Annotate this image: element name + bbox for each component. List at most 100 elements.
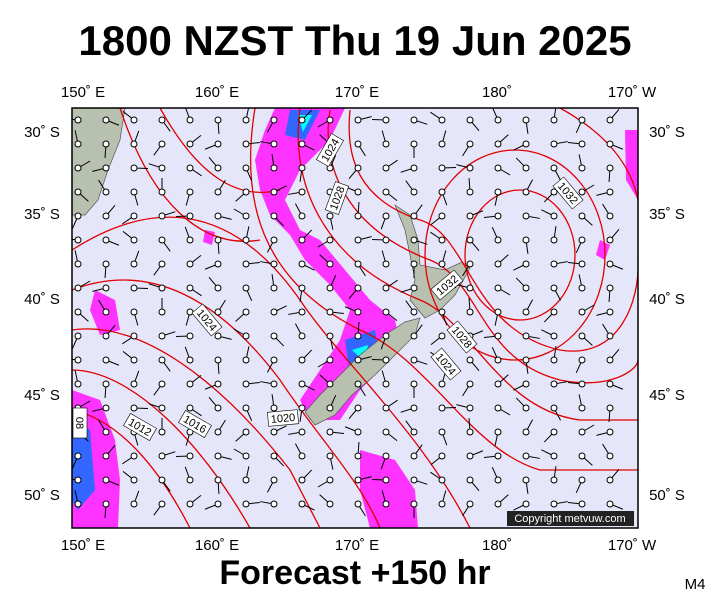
barb-station bbox=[467, 357, 473, 363]
barb-station bbox=[523, 237, 529, 243]
barb-station bbox=[103, 261, 109, 267]
barb-station bbox=[75, 309, 81, 315]
barb-station bbox=[579, 285, 585, 291]
barb-station bbox=[355, 333, 361, 339]
barb-station bbox=[103, 477, 109, 483]
barb-station bbox=[103, 117, 109, 123]
barb-station bbox=[495, 213, 501, 219]
barb-station bbox=[187, 501, 193, 507]
barb-station bbox=[75, 381, 81, 387]
barb-station bbox=[215, 309, 221, 315]
barb-station bbox=[495, 501, 501, 507]
barb-station bbox=[579, 429, 585, 435]
barb-station bbox=[411, 357, 417, 363]
barb-station bbox=[467, 117, 473, 123]
barb-station bbox=[439, 141, 445, 147]
barb-station bbox=[551, 309, 557, 315]
barb-station bbox=[551, 333, 557, 339]
barb-station bbox=[131, 285, 137, 291]
barb-station bbox=[355, 309, 361, 315]
barb-station bbox=[271, 501, 277, 507]
barb-station bbox=[327, 357, 333, 363]
barb-station bbox=[131, 453, 137, 459]
barb-station bbox=[103, 381, 109, 387]
barb-station bbox=[75, 189, 81, 195]
barb-station bbox=[523, 429, 529, 435]
barb-station bbox=[299, 285, 305, 291]
barb-station bbox=[187, 453, 193, 459]
barb-station bbox=[551, 357, 557, 363]
barb-station bbox=[383, 213, 389, 219]
barb-station bbox=[579, 309, 585, 315]
barb-station bbox=[467, 141, 473, 147]
barb-station bbox=[495, 285, 501, 291]
lon-label-bottom: 150˚ E bbox=[61, 537, 105, 554]
barb-station bbox=[75, 477, 81, 483]
barb-station bbox=[495, 333, 501, 339]
barb-station bbox=[187, 285, 193, 291]
barb-station bbox=[243, 309, 249, 315]
barb-station bbox=[411, 285, 417, 291]
lat-label-right: 40˚ S bbox=[649, 291, 685, 308]
barb-station bbox=[355, 117, 361, 123]
barb-station bbox=[271, 381, 277, 387]
barb-station bbox=[383, 333, 389, 339]
barb-station bbox=[467, 405, 473, 411]
barb-station bbox=[579, 237, 585, 243]
barb-station bbox=[523, 381, 529, 387]
barb-station bbox=[299, 213, 305, 219]
barb-station bbox=[187, 189, 193, 195]
barb-station bbox=[327, 381, 333, 387]
barb-station bbox=[131, 261, 137, 267]
barb-station bbox=[383, 477, 389, 483]
barb-station bbox=[299, 117, 305, 123]
barb-station bbox=[579, 381, 585, 387]
barb-station bbox=[103, 285, 109, 291]
barb-station bbox=[271, 453, 277, 459]
barb-station bbox=[355, 141, 361, 147]
isobar-label-group: 08 bbox=[73, 408, 87, 438]
barb-station bbox=[439, 261, 445, 267]
barb-station bbox=[271, 237, 277, 243]
barb-station bbox=[215, 333, 221, 339]
barb-station bbox=[215, 117, 221, 123]
barb-station bbox=[215, 429, 221, 435]
barb-station bbox=[411, 213, 417, 219]
barb-station bbox=[159, 309, 165, 315]
barb-station bbox=[579, 213, 585, 219]
barb-station bbox=[551, 501, 557, 507]
barb-station bbox=[159, 429, 165, 435]
barb-station bbox=[327, 333, 333, 339]
lat-label-right: 35˚ S bbox=[649, 206, 685, 223]
barb-station bbox=[607, 285, 613, 291]
barb-station bbox=[159, 381, 165, 387]
barb-station bbox=[467, 501, 473, 507]
barb-station bbox=[607, 309, 613, 315]
barb-station bbox=[551, 429, 557, 435]
barb-station bbox=[131, 165, 137, 171]
barb-station bbox=[355, 213, 361, 219]
barb-station bbox=[607, 429, 613, 435]
barb-station bbox=[411, 381, 417, 387]
barb-station bbox=[103, 189, 109, 195]
barb-station bbox=[439, 309, 445, 315]
barb-station bbox=[439, 501, 445, 507]
barb-station bbox=[327, 261, 333, 267]
barb-station bbox=[75, 213, 81, 219]
barb-station bbox=[523, 309, 529, 315]
lat-label-left: 45˚ S bbox=[24, 387, 60, 404]
barb-station bbox=[467, 261, 473, 267]
barb-station bbox=[467, 381, 473, 387]
barb-station bbox=[187, 141, 193, 147]
barb-station bbox=[299, 453, 305, 459]
barb-station bbox=[607, 261, 613, 267]
barb-station bbox=[327, 429, 333, 435]
barb-station bbox=[271, 165, 277, 171]
barb-station bbox=[243, 453, 249, 459]
barb-station bbox=[243, 165, 249, 171]
barb-station bbox=[495, 453, 501, 459]
barb-station bbox=[607, 477, 613, 483]
barb-station bbox=[607, 213, 613, 219]
barb-station bbox=[75, 117, 81, 123]
barb-station bbox=[355, 405, 361, 411]
